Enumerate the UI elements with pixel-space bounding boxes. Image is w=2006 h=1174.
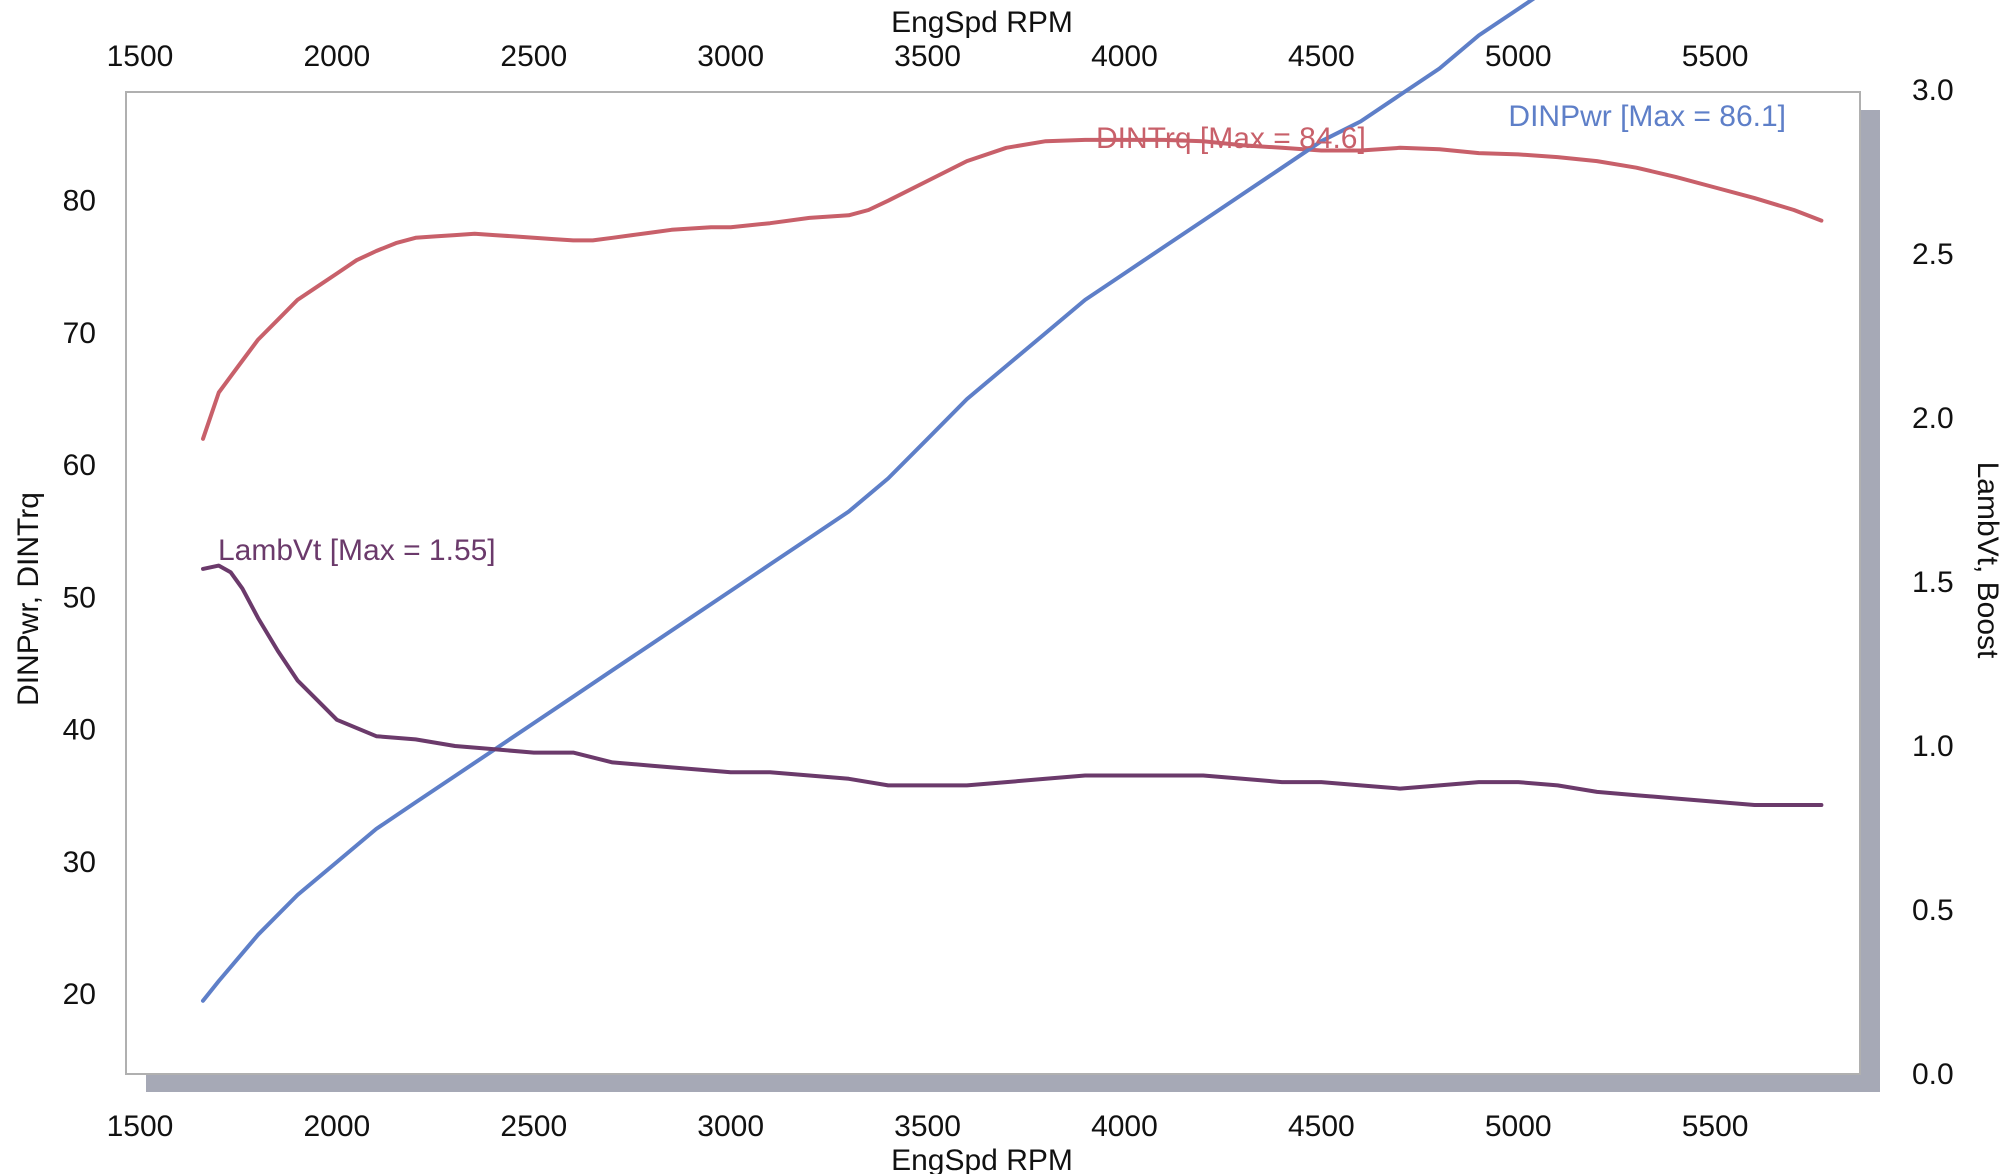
y-left-tick-20: 20	[63, 978, 96, 1011]
x-axis-title-top: EngSpd RPM	[891, 6, 1073, 39]
series-label-lambvt: LambVt [Max = 1.55]	[218, 534, 496, 567]
x-tick-bottom-2000: 2000	[304, 1110, 371, 1143]
x-tick-top-3500: 3500	[894, 40, 961, 73]
y-left-tick-30: 30	[63, 846, 96, 879]
x-tick-bottom-4000: 4000	[1091, 1110, 1158, 1143]
x-tick-bottom-3500: 3500	[894, 1110, 961, 1143]
x-tick-top-5000: 5000	[1485, 40, 1552, 73]
series-labels: DINTrq [Max = 84.6] DINPwr [Max = 86.1] La…	[218, 100, 1786, 567]
y-left-tick-70: 70	[63, 317, 96, 350]
y-axis-left-title: DINPwr, DINTrq	[12, 492, 45, 706]
x-tick-bottom-2500: 2500	[500, 1110, 567, 1143]
series-label-dinpwr: DINPwr [Max = 86.1]	[1508, 100, 1786, 133]
y-right-tick-0.5: 0.5	[1912, 894, 1954, 927]
y-left-tick-50: 50	[63, 581, 96, 614]
y-left-tick-60: 60	[63, 449, 96, 482]
x-tick-top-3000: 3000	[697, 40, 764, 73]
series-line-dintrq	[201, 137, 1824, 441]
plot-frame	[125, 91, 1861, 1075]
x-tick-top-4000: 4000	[1091, 40, 1158, 73]
x-tick-top-4500: 4500	[1288, 40, 1355, 73]
series-line-lambvt	[201, 563, 1824, 807]
x-tick-bottom-4500: 4500	[1288, 1110, 1355, 1143]
y-left-tick-80: 80	[63, 185, 96, 218]
x-tick-top-2000: 2000	[304, 40, 371, 73]
x-tick-bottom-1500: 1500	[107, 1110, 174, 1143]
x-tick-top-1500: 1500	[107, 40, 174, 73]
x-axis-bottom-ticks: 1500 2000 2500 3000 3500 4000 4500 5000 5500	[107, 1110, 1749, 1143]
series-line-dinpwr	[201, 0, 1536, 1003]
y-right-tick-2.0: 2.0	[1912, 402, 1954, 435]
x-axis-top-ticks: 1500 2000 2500 3000 3500 4000 4500 5000 5500	[107, 40, 1749, 73]
x-tick-bottom-5000: 5000	[1485, 1110, 1552, 1143]
y-right-tick-0.0: 0.0	[1912, 1058, 1954, 1091]
y-right-tick-1.5: 1.5	[1912, 566, 1954, 599]
x-tick-bottom-3000: 3000	[697, 1110, 764, 1143]
y-right-tick-1.0: 1.0	[1912, 730, 1954, 763]
series-label-dintrq: DINTrq [Max = 84.6]	[1096, 122, 1366, 155]
y-right-tick-2.5: 2.5	[1912, 238, 1954, 271]
y-left-tick-40: 40	[63, 714, 96, 747]
y-axis-right-title: LambVt, Boost	[1971, 462, 2004, 659]
x-axis-title-bottom: EngSpd RPM	[891, 1144, 1073, 1174]
series-lines	[201, 0, 1824, 1003]
x-tick-bottom-5500: 5500	[1682, 1110, 1749, 1143]
y-axis-left-ticks: 20 30 40 50 60 70 80	[63, 185, 96, 1011]
x-tick-top-5500: 5500	[1682, 40, 1749, 73]
x-tick-top-2500: 2500	[500, 40, 567, 73]
y-axis-right-ticks: 0.0 0.5 1.0 1.5 2.0 2.5 3.0	[1912, 74, 1954, 1091]
y-right-tick-3.0: 3.0	[1912, 74, 1954, 107]
